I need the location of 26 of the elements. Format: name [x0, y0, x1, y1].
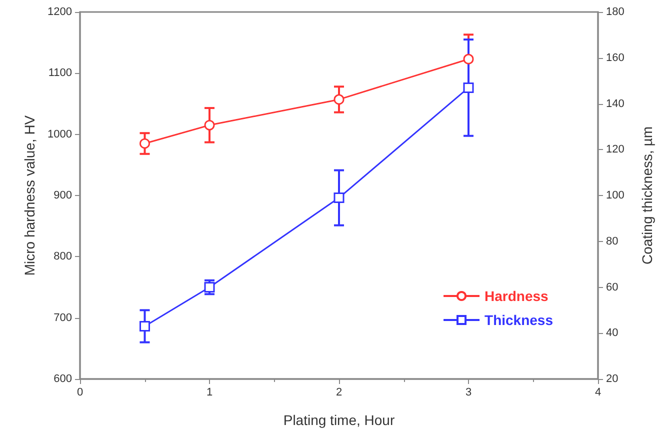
- legend-label: Hardness: [484, 288, 549, 304]
- y-tick-label: 900: [54, 190, 72, 202]
- x-tick-label: 4: [594, 386, 602, 398]
- y2-tick-label: 20: [606, 373, 618, 385]
- y-tick-label: 1100: [48, 67, 72, 80]
- x-tick-label: 2: [336, 386, 342, 398]
- y2-tick-label: 100: [606, 190, 624, 202]
- x-tick-label: 0: [76, 386, 84, 398]
- y2-tick-label: 60: [606, 281, 618, 294]
- y-tick-label: 800: [54, 250, 72, 263]
- y2-tick-label: 140: [606, 98, 624, 110]
- y-tick-label: 700: [54, 312, 72, 324]
- y2-tick-label: 80: [606, 235, 618, 248]
- y2-tick-label: 180: [606, 6, 624, 18]
- y2-tick-label: 160: [606, 52, 624, 64]
- y2-tick-label: 120: [606, 144, 624, 156]
- y-tick-label: 600: [54, 373, 72, 385]
- legend-label: Thickness: [484, 312, 554, 328]
- y-tick-label: 1200: [48, 6, 72, 18]
- x-tick-label: 3: [465, 386, 472, 398]
- y2-axis-title: Coating thickness, µm: [639, 126, 655, 265]
- y-axis-title: Micro hardness value, HV: [22, 114, 38, 276]
- y-tick-label: 1000: [48, 128, 72, 140]
- y2-tick-label: 40: [606, 327, 618, 340]
- x-tick-label: 1: [206, 386, 213, 398]
- x-axis-title: Plating time, Hour: [283, 412, 395, 428]
